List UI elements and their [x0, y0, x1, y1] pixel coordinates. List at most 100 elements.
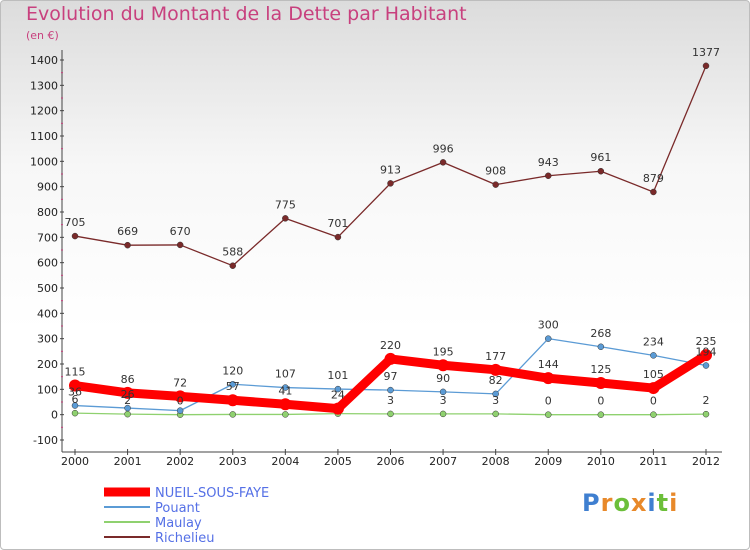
- logo-letter: i: [647, 489, 657, 517]
- data-label: 195: [433, 345, 454, 358]
- x-tick-label: 2011: [639, 455, 667, 468]
- y-tick-label: 0: [51, 409, 58, 422]
- data-label: 0: [597, 395, 604, 408]
- data-point: [489, 363, 502, 376]
- data-point: [387, 386, 394, 394]
- proxiti-logo: Proxiti: [582, 489, 678, 517]
- data-label: 1377: [692, 46, 720, 59]
- data-label: 41: [278, 384, 292, 397]
- chart-title: Evolution du Montant de la Dette par Hab…: [26, 3, 467, 25]
- data-point: [492, 410, 499, 418]
- logo-letter: t: [656, 489, 670, 517]
- data-label: 235: [696, 335, 717, 348]
- data-label: 268: [590, 327, 611, 340]
- data-point: [702, 362, 710, 369]
- logo-letter: x: [630, 489, 648, 517]
- x-tick-label: 2012: [692, 455, 720, 468]
- data-label: 300: [538, 319, 559, 332]
- data-point: [597, 167, 605, 175]
- data-point: [71, 402, 79, 409]
- chart-subtitle: (en €): [26, 29, 59, 42]
- data-point: [282, 215, 289, 222]
- data-point: [545, 335, 552, 342]
- data-point: [121, 386, 134, 399]
- y-tick-label: 300: [37, 333, 58, 346]
- y-tick-label: 800: [37, 206, 58, 219]
- data-point: [597, 411, 605, 418]
- data-point: [439, 388, 447, 396]
- data-label: 705: [65, 216, 86, 229]
- data-point: [124, 241, 131, 249]
- data-label: 144: [538, 358, 559, 371]
- y-tick-label: 400: [37, 307, 58, 320]
- data-label: 3: [387, 394, 394, 407]
- data-point: [174, 390, 187, 403]
- data-point: [545, 411, 552, 418]
- data-label: 908: [485, 165, 506, 178]
- data-point: [387, 180, 394, 187]
- data-label: 669: [117, 225, 138, 238]
- data-label: 234: [643, 335, 664, 348]
- data-point: [229, 411, 236, 418]
- data-point: [384, 352, 397, 365]
- y-tick-label: 100: [37, 383, 58, 396]
- data-label: 105: [643, 368, 664, 381]
- y-tick-label: -100: [33, 434, 58, 447]
- data-label: 2: [124, 394, 131, 407]
- y-tick-label: 600: [37, 257, 58, 270]
- data-point: [282, 411, 289, 418]
- y-tick-label: 900: [37, 181, 58, 194]
- data-point: [542, 372, 555, 385]
- logo-letter: P: [582, 489, 601, 517]
- data-point: [650, 411, 657, 418]
- y-tick-label: 1400: [30, 54, 58, 67]
- data-label: 775: [275, 198, 296, 211]
- legend-label: NUEIL-SOUS-FAYE: [155, 486, 269, 501]
- data-point: [334, 233, 342, 241]
- data-label: 588: [222, 246, 243, 259]
- data-point: [69, 379, 81, 392]
- data-label: 879: [643, 172, 664, 185]
- x-tick-label: 2003: [219, 455, 247, 468]
- data-point: [176, 241, 184, 249]
- data-point: [124, 410, 131, 418]
- data-label: 115: [65, 366, 86, 379]
- data-label: 57: [226, 380, 240, 393]
- x-tick-label: 2006: [377, 455, 405, 468]
- data-point: [124, 404, 131, 412]
- data-point: [331, 402, 344, 415]
- data-label: 996: [433, 142, 454, 155]
- y-tick-label: 1000: [30, 155, 58, 168]
- data-point: [650, 188, 657, 196]
- x-tick-label: 2010: [587, 455, 615, 468]
- logo-letter: o: [613, 489, 631, 517]
- data-label: 90: [436, 372, 450, 385]
- data-label: 36: [68, 386, 82, 399]
- y-tick-label: 500: [37, 282, 58, 295]
- x-tick-label: 2005: [324, 455, 352, 468]
- y-tick-label: 1300: [30, 79, 58, 92]
- x-tick-label: 2004: [271, 455, 299, 468]
- data-label: 701: [327, 217, 348, 230]
- data-point: [650, 352, 657, 359]
- x-tick-label: 2000: [61, 455, 89, 468]
- data-point: [282, 384, 289, 391]
- data-label: 177: [485, 350, 506, 363]
- logo-letter: i: [669, 489, 679, 517]
- data-label: 2: [703, 394, 710, 407]
- data-label: 6: [72, 393, 79, 406]
- legend-label: Pouant: [155, 501, 200, 516]
- data-point: [229, 381, 236, 388]
- logo-letter: r: [600, 489, 614, 517]
- data-label: 943: [538, 156, 559, 169]
- y-tick-label: 700: [37, 231, 58, 244]
- data-point: [492, 181, 499, 188]
- y-tick-label: 1200: [30, 105, 58, 118]
- data-label: 101: [327, 369, 348, 382]
- x-tick-label: 2008: [482, 455, 510, 468]
- data-point: [437, 359, 450, 372]
- data-point: [334, 385, 342, 393]
- x-tick-label: 2001: [114, 455, 142, 468]
- data-point: [71, 232, 79, 240]
